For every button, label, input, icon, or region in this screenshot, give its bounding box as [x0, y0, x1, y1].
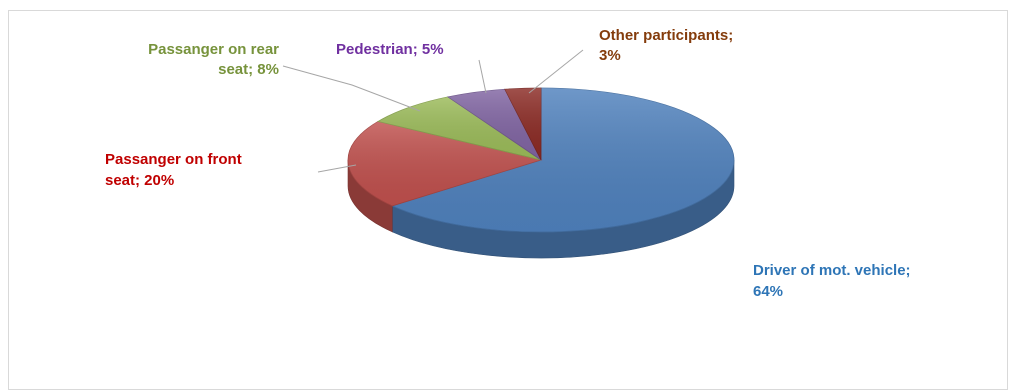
pie-top: [347, 87, 735, 233]
data-label-0-line-1: 64%: [753, 283, 783, 300]
pie-slice-shine-4: [504, 88, 541, 160]
data-label-1-line-1: seat; 20%: [105, 172, 174, 189]
pie-slice-shine-1: [348, 121, 541, 206]
pie-slice-shine-3: [448, 89, 541, 160]
leader-line-3: [478, 59, 487, 94]
data-label-2: Passanger on rear seat; 8%: [148, 41, 279, 78]
data-label-4: Other participants; 3%: [599, 27, 733, 64]
data-label-4-line-0: Other participants;: [599, 27, 733, 44]
data-label-3-line-0: Pedestrian; 5%: [336, 41, 444, 58]
data-label-0: Driver of mot. vehicle; 64%: [753, 262, 911, 300]
data-label-0-line-0: Driver of mot. vehicle;: [753, 262, 911, 279]
leader-lines: [282, 49, 584, 173]
pie-slice-shine-2: [378, 96, 541, 160]
data-label-1-line-0: Passanger on front: [105, 151, 242, 168]
data-label-2-line-1: seat; 8%: [218, 61, 279, 78]
pie-slice-shine-0: [392, 88, 734, 232]
data-label-4-line-1: 3%: [599, 47, 621, 64]
data-label-3: Pedestrian; 5%: [336, 41, 444, 58]
data-label-2-line-0: Passanger on rear: [148, 41, 279, 58]
leader-line-1: [317, 164, 357, 173]
data-labels: Driver of mot. vehicle; 64% Passanger on f…: [105, 27, 911, 300]
leader-line-2: [282, 65, 421, 112]
leader-line-4: [528, 49, 584, 94]
data-label-1: Passanger on front seat; 20%: [105, 151, 242, 189]
